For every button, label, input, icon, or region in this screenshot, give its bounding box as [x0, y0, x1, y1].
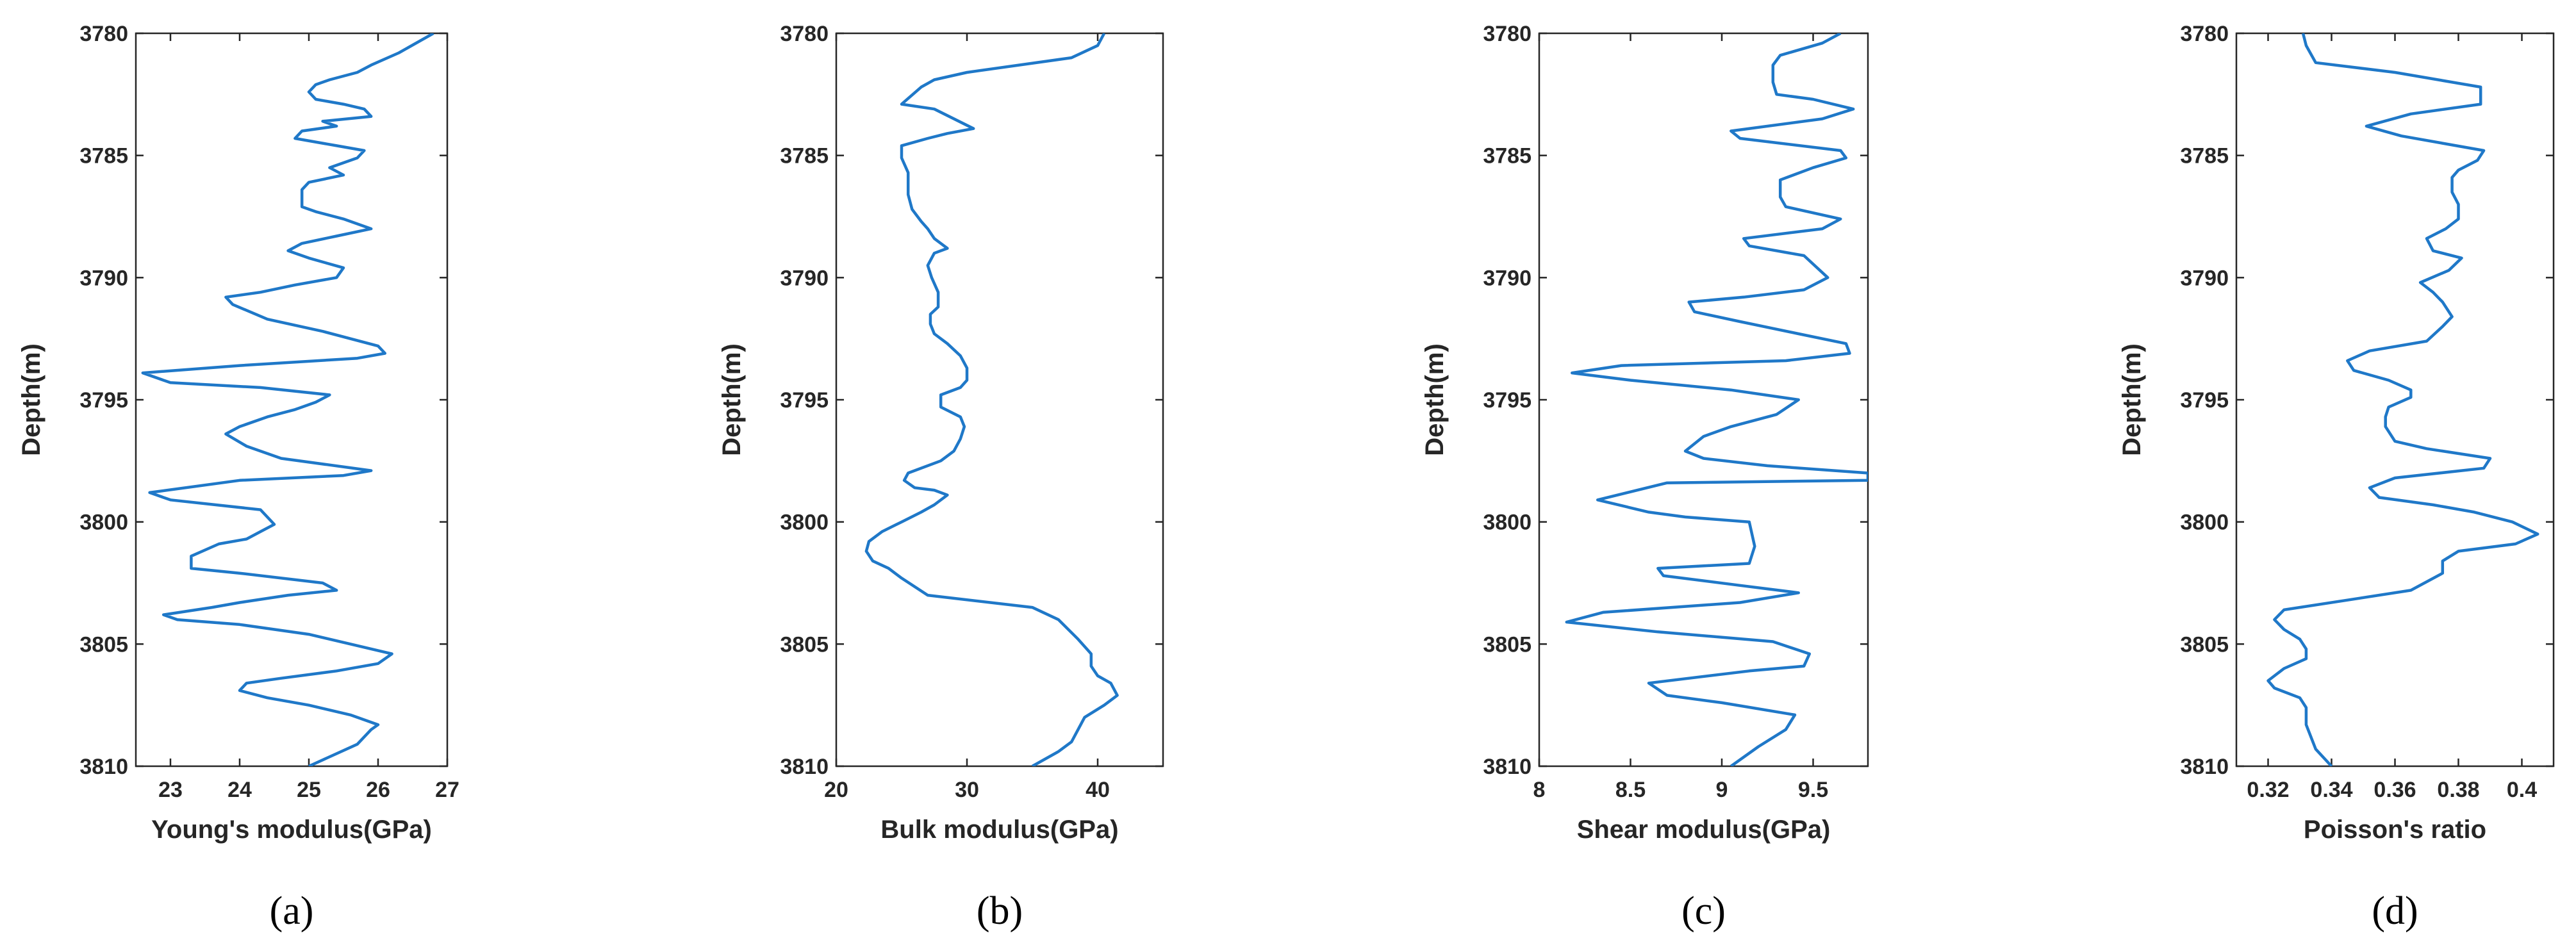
- y-tick-label: 3790: [780, 266, 829, 290]
- x-tick-label: 20: [824, 778, 848, 802]
- y-tick-label: 3805: [1483, 632, 1532, 657]
- panel-d: 3780 3785 3790 3795 3800 3805 3810 0.32 0.34 0.36…: [2118, 22, 2555, 933]
- y-axis-label: Depth(m): [718, 343, 746, 456]
- x-tick-label: 0.38: [2437, 778, 2479, 802]
- y-tick-label: 3800: [79, 511, 128, 535]
- x-tick-label: 9: [1716, 778, 1728, 802]
- y-tick-label: 3780: [2180, 22, 2229, 46]
- y-tick-label: 3795: [2180, 388, 2229, 413]
- y-tick-label: 3780: [79, 22, 128, 46]
- y-axis-label: Depth(m): [17, 343, 45, 456]
- x-tick-label: 25: [297, 778, 321, 802]
- panel-label-b: (b): [977, 889, 1023, 933]
- y-tick-label: 3790: [79, 266, 128, 290]
- y-tick-label: 3780: [780, 22, 829, 46]
- x-axis-label: Poisson's ratio: [2304, 816, 2486, 844]
- panel-label-a: (a): [270, 889, 314, 933]
- y-tick-label: 3810: [1483, 755, 1532, 779]
- y-tick-label: 3805: [79, 632, 128, 657]
- y-tick-label: 3780: [1483, 22, 1532, 46]
- x-tick-label: 26: [366, 778, 390, 802]
- y-tick-label: 3785: [2180, 144, 2229, 168]
- x-tick-label: 8: [1533, 778, 1546, 802]
- y-tick-label: 3785: [1483, 144, 1532, 168]
- x-tick-label: 24: [227, 778, 252, 802]
- data-series-line-b: [864, 33, 1119, 766]
- panel-a: 3780 3785 3790 3795 3800 3805 3810 23 24 25 26 27Yo…: [17, 22, 459, 933]
- x-axis-label: Shear modulus(GPa): [1577, 816, 1831, 844]
- x-tick-label: 30: [955, 778, 979, 802]
- x-tick-label: 8.5: [1615, 778, 1646, 802]
- y-axis-label: Depth(m): [2118, 343, 2146, 456]
- y-tick-label: 3790: [1483, 266, 1532, 290]
- data-series-line-c: [1565, 33, 1868, 766]
- y-tick-label: 3785: [780, 144, 829, 168]
- y-tick-label: 3795: [780, 388, 829, 413]
- x-tick-label: 23: [158, 778, 183, 802]
- x-axis-label: Bulk modulus(GPa): [880, 816, 1118, 844]
- x-tick-label: 0.34: [2310, 778, 2352, 802]
- panel-label-d: (d): [2372, 889, 2418, 933]
- x-tick-label: 0.36: [2374, 778, 2416, 802]
- y-tick-label: 3800: [2180, 511, 2229, 535]
- y-tick-label: 3810: [2180, 755, 2229, 779]
- data-series-line-d: [2266, 33, 2539, 766]
- y-tick-label: 3785: [79, 144, 128, 168]
- y-tick-label: 3790: [2180, 266, 2229, 290]
- x-tick-label: 9.5: [1798, 778, 1828, 802]
- x-tick-label: 0.32: [2247, 778, 2289, 802]
- panel-label-c: (c): [1681, 889, 1726, 933]
- y-tick-label: 3805: [780, 632, 829, 657]
- y-tick-label: 3805: [2180, 632, 2229, 657]
- y-tick-label: 3800: [1483, 511, 1532, 535]
- y-tick-label: 3795: [1483, 388, 1532, 413]
- y-tick-label: 3810: [780, 755, 829, 779]
- data-series-line-a: [141, 33, 434, 766]
- y-tick-label: 3810: [79, 755, 128, 779]
- y-axis-label: Depth(m): [1421, 343, 1449, 456]
- x-tick-label: 27: [435, 778, 459, 802]
- x-axis-label: Young's modulus(GPa): [151, 816, 432, 844]
- y-tick-label: 3800: [780, 511, 829, 535]
- x-tick-label: 0.4: [2507, 778, 2537, 802]
- y-tick-label: 3795: [79, 388, 128, 413]
- x-tick-label: 40: [1086, 778, 1110, 802]
